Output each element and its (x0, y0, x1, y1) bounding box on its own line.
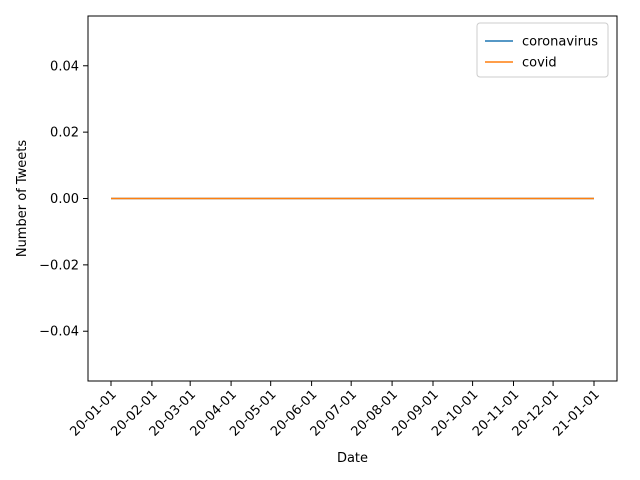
x-axis-label: Date (337, 451, 368, 466)
axes-frame (87, 15, 618, 382)
legend-label-covid: covid (522, 56, 557, 71)
legend-label-coronavirus: coronavirus (522, 35, 598, 50)
y-tick-label: 0.02 (50, 126, 79, 141)
legend-box (476, 22, 609, 78)
y-tick-label: 0.00 (50, 192, 79, 207)
y-axis-label: Number of Tweets (15, 140, 30, 258)
y-tick-label: −0.02 (39, 258, 79, 273)
legend: coronavirus covid (476, 22, 609, 78)
y-tick-label: −0.04 (39, 325, 79, 340)
y-axis-ticks: −0.04 −0.02 0.00 0.02 0.04 (39, 59, 88, 340)
y-tick-label: 0.04 (50, 59, 79, 74)
